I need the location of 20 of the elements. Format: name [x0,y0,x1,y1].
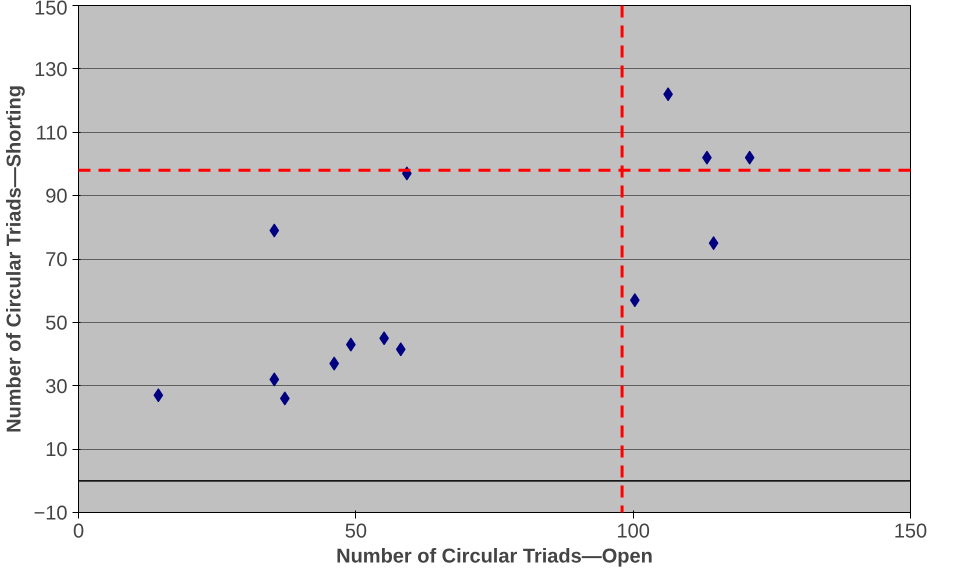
point [269,372,280,386]
point [396,342,406,356]
y-tick-label: 110 [36,122,68,144]
point [630,293,640,308]
x-tick-label: 50 [344,520,367,542]
y-tick-label: 70 [45,249,68,271]
x-tick-label: 100 [616,520,650,542]
x-axis-title: Number of Circular Triads—Open [336,546,653,568]
y-tick-label: 150 [34,0,68,20]
point [269,223,280,238]
y-tick-label: 130 [34,58,68,81]
y-tick-label: 90 [45,186,68,208]
x-tick-label: 150 [894,520,928,542]
y-tick-label: 50 [45,312,68,334]
x-tick-label: 0 [72,520,84,542]
y-tick-label: 10 [45,439,68,462]
y-tick-label: −10 [34,502,68,524]
point [329,356,340,371]
y-tick-label: 30 [45,376,68,398]
y-axis-title: Number of Circular Triads—Shorting [4,85,26,433]
